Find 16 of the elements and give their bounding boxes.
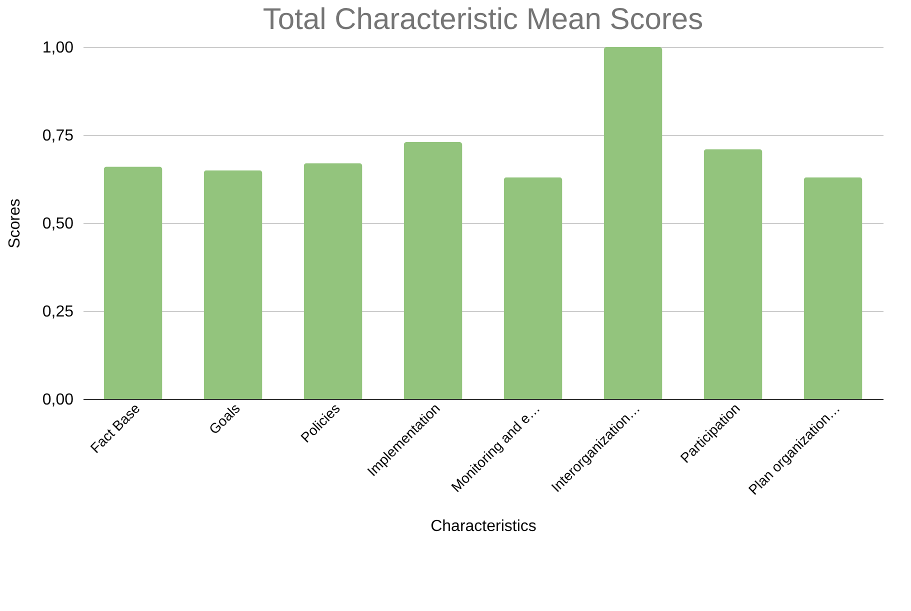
bar: [604, 47, 662, 399]
bar: [304, 163, 362, 399]
y-axis-title: Scores: [6, 198, 24, 248]
bar: [404, 142, 462, 399]
bar: [704, 149, 762, 399]
y-tick-label: 0,00: [42, 392, 74, 408]
bar: [504, 177, 562, 399]
x-axis-title: Characteristics: [430, 518, 536, 535]
bar: [804, 177, 862, 399]
y-tick-label: 0,75: [42, 128, 74, 144]
y-tick-label: 1,00: [42, 40, 74, 56]
y-tick-label: 0,50: [42, 216, 74, 232]
bar: [204, 170, 262, 399]
bar: [104, 166, 162, 399]
y-tick-label: 0,25: [42, 304, 74, 320]
chart-title: Total Characteristic Mean Scores: [262, 3, 704, 36]
